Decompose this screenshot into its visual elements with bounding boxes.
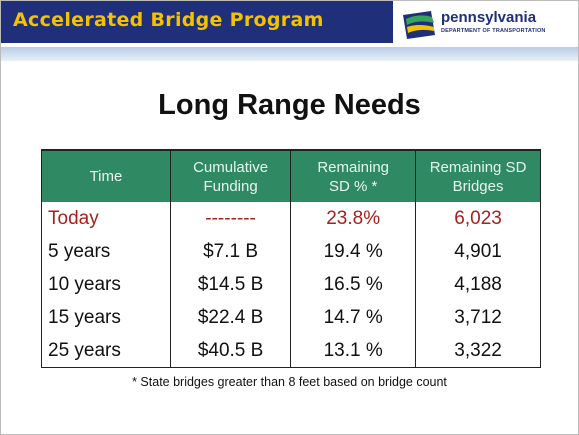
table-cell: 5 years <box>41 235 171 268</box>
table-cell: -------- <box>169 202 292 235</box>
table-cell: 6,023 <box>415 202 541 235</box>
table-row: 10 years $14.5 B 16.5 % 4,188 <box>41 268 541 301</box>
table-cell: 14.7 % <box>290 301 417 334</box>
table-cell: 4,188 <box>415 268 541 301</box>
column-header: Remaining SD Bridges <box>415 149 541 202</box>
table-cell: 3,322 <box>415 334 541 368</box>
logo-subtitle: DEPARTMENT OF TRANSPORTATION <box>441 28 546 34</box>
column-header: Time <box>41 149 171 202</box>
column-header-line: Remaining SD <box>429 158 527 176</box>
header-title: Accelerated Bridge Program <box>13 9 324 31</box>
table-cell: 13.1 % <box>290 334 417 368</box>
table-cell: 19.4 % <box>290 235 417 268</box>
table-cell: 15 years <box>41 301 171 334</box>
column-header-line: Time <box>89 168 123 185</box>
table-cell: 25 years <box>41 334 171 368</box>
column-header-line: Bridges <box>452 177 504 195</box>
column-header-line: SD % * <box>329 177 378 195</box>
column-header-line: Cumulative <box>193 158 269 176</box>
column-header: Cumulative Funding <box>169 149 292 202</box>
needs-table: Time Cumulative Funding Remaining SD % * Rema… <box>41 149 541 368</box>
logo-name: pennsylvania <box>441 9 537 26</box>
table-cell: Today <box>41 202 171 235</box>
column-header: Remaining SD % * <box>290 149 417 202</box>
table-row: Today -------- 23.8% 6,023 <box>41 202 541 235</box>
header-bar: Accelerated Bridge Program <box>1 1 393 43</box>
table-cell: $7.1 B <box>169 235 292 268</box>
table-row: 15 years $22.4 B 14.7 % 3,712 <box>41 301 541 334</box>
table-cell: $40.5 B <box>169 334 292 368</box>
table-cell: 4,901 <box>415 235 541 268</box>
table-row: 5 years $7.1 B 19.4 % 4,901 <box>41 235 541 268</box>
table-row: 25 years $40.5 B 13.1 % 3,322 <box>41 334 541 368</box>
footnote: * State bridges greater than 8 feet base… <box>132 375 447 389</box>
header-row: Time Cumulative Funding Remaining SD % * Rema… <box>41 149 541 202</box>
table-cell: 23.8% <box>290 202 417 235</box>
slide-title: Long Range Needs <box>158 89 421 121</box>
column-header-line: Funding <box>203 177 258 195</box>
table-cell: 10 years <box>41 268 171 301</box>
table-cell: $14.5 B <box>169 268 292 301</box>
table-cell: 16.5 % <box>290 268 417 301</box>
logo-icon <box>403 11 435 39</box>
column-header-line: Remaining <box>317 158 390 176</box>
table-cell: 3,712 <box>415 301 541 334</box>
table-cell: $22.4 B <box>169 301 292 334</box>
logo: pennsylvania DEPARTMENT OF TRANSPORTATIO… <box>401 7 576 43</box>
header-strip <box>1 47 578 61</box>
